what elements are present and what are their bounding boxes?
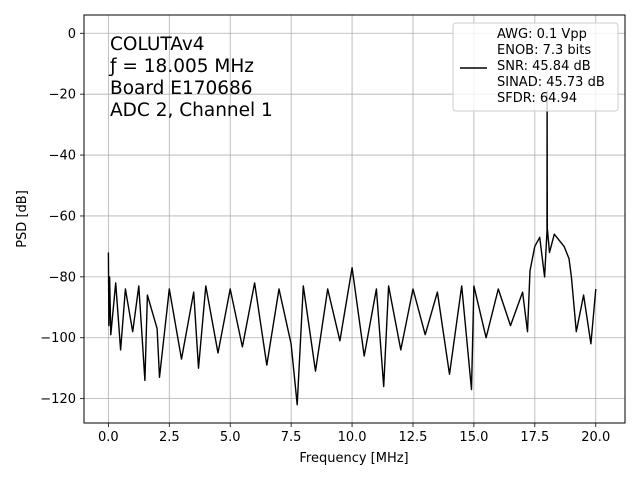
legend-entry-4: SINAD: 45.73 dB (497, 75, 605, 90)
psd-series-line (107, 90, 597, 406)
y-tick-label: −60 (49, 209, 76, 224)
y-axis-label: PSD [dB] (15, 190, 30, 248)
annotation-block: COLUTAv4 ƒ = 18.005 MHz Board E170686 AD… (108, 34, 273, 121)
x-tick-label: 10.0 (338, 430, 367, 445)
legend-box (452, 22, 619, 112)
x-tick-label: 20.0 (581, 430, 610, 445)
y-tick-label: −120 (40, 392, 76, 407)
y-tick-label: −40 (49, 149, 76, 164)
legend-entry-5: SFDR: 64.94 (497, 91, 577, 106)
x-tick-label: 7.5 (281, 430, 302, 445)
axis-ticks: 0.0 2.5 5.0 7.5 10.0 12.5 15.0 17.5 20.0 0 −20 −40 −… (40, 27, 610, 445)
legend-entry-2: ENOB: 7.3 bits (497, 43, 591, 58)
annotation-line-2: ƒ = 18.005 MHz (108, 56, 254, 77)
x-tick-label: 2.5 (159, 430, 180, 445)
annotation-line-3: Board E170686 (110, 78, 253, 99)
annotation-line-4: ADC 2, Channel 1 (110, 100, 273, 121)
y-tick-label: 0 (68, 27, 76, 42)
plot-frame (83, 14, 626, 424)
y-tick-label: −80 (49, 270, 76, 285)
legend-entry-1: AWG: 0.1 Vpp (497, 27, 587, 42)
annotation-line-1: COLUTAv4 (110, 34, 205, 55)
legend-entry-3: SNR: 45.84 dB (497, 59, 591, 74)
x-axis-label: Frequency [MHz] (299, 451, 408, 466)
legend: AWG: 0.1 Vpp ENOB: 7.3 bits SNR: 45.84 d… (452, 22, 619, 112)
x-tick-label: 17.5 (520, 430, 549, 445)
x-tick-label: 12.5 (399, 430, 428, 445)
y-tick-label: −100 (40, 331, 76, 346)
y-tick-label: −20 (49, 88, 76, 103)
x-tick-label: 0.0 (98, 430, 119, 445)
x-tick-label: 15.0 (459, 430, 488, 445)
x-tick-label: 5.0 (220, 430, 241, 445)
